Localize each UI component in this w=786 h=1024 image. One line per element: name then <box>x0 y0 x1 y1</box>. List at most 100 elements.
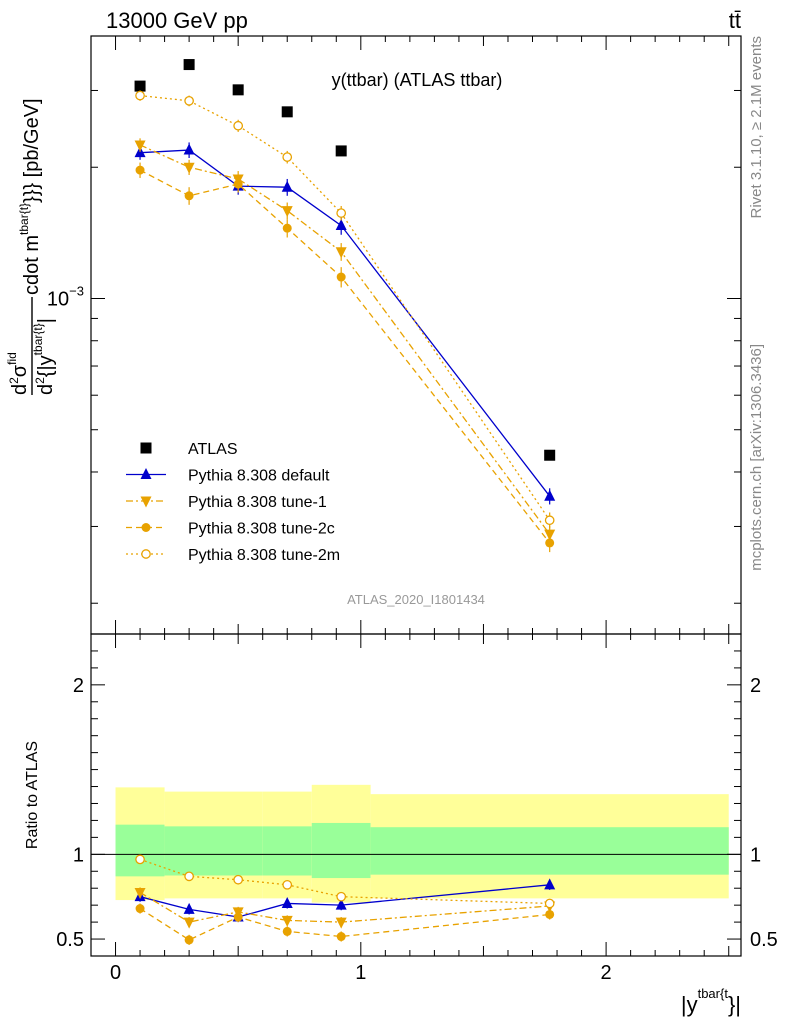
ylabel-num-d: d <box>9 384 31 395</box>
main-series-1-point <box>281 180 293 192</box>
main-series-3 <box>135 162 555 553</box>
watermark-label: ATLAS_2020_I1801434 <box>347 592 485 607</box>
main-series-0-point <box>134 80 146 92</box>
ratio-series-1-point <box>281 915 293 927</box>
legend: ATLAS Pythia 8.308 default Pythia 8.308 tu… <box>126 441 340 564</box>
xlabel-main: |y <box>681 992 698 1017</box>
ylabel-den-rest: {|y <box>35 355 57 377</box>
x-tick-labels: 0 1 2 <box>110 962 612 984</box>
main-series-4-point <box>336 208 347 218</box>
svg-text:d2σfid: d2σfid <box>5 352 31 395</box>
ratio-series-0-point <box>544 878 556 890</box>
header-right-label: tt̄ <box>729 8 741 33</box>
main-series-1-point <box>335 219 347 231</box>
main-series-3-point <box>336 272 346 282</box>
ratio-series-2-point <box>233 912 243 922</box>
main-series-4-point <box>233 120 244 131</box>
main-series-4-point <box>184 95 194 106</box>
ratio-series-1-line <box>139 891 550 923</box>
main-axis-ticks <box>91 35 741 634</box>
inner-band <box>164 826 263 876</box>
ratio-series-0-line <box>139 884 550 918</box>
ratio-series-1-point <box>183 917 195 929</box>
inner-band <box>262 826 312 876</box>
x-tick-label-0: 0 <box>110 962 121 984</box>
main-series-2-point <box>281 206 293 218</box>
ratio-y-tick-label-left-1: 1 <box>73 844 84 866</box>
ratio-series-2-point <box>545 909 555 919</box>
main-series-2-point <box>134 140 146 152</box>
inner-band <box>115 824 165 877</box>
ratio-plot-content <box>134 854 556 945</box>
svg-text:cdot mtbar{t}}}} [pb/GeV]: cdot mtbar{t}}}} [pb/GeV] <box>17 98 43 295</box>
main-series-4-point <box>135 90 145 101</box>
main-y-tick-labels: 10−210−3 <box>47 283 84 310</box>
main-series-2-point <box>335 247 347 259</box>
ylabel-num-sup: 2 <box>7 377 21 384</box>
ratio-y-tick-label-right-0: 0.5 <box>750 929 778 951</box>
ratio-y-tick-labels: 0.5 0.5 1 1 2 2 <box>56 675 778 951</box>
main-plot-content <box>134 59 556 553</box>
main-series-0-point <box>232 84 244 96</box>
main-series-3-point <box>184 191 194 201</box>
ratio-series-2-point <box>184 935 194 945</box>
ratio-series-3-point <box>336 891 347 902</box>
ratio-series-3-point <box>233 874 244 885</box>
legend-marker <box>140 496 152 508</box>
main-series-0 <box>134 59 556 461</box>
ratio-series-2-point <box>135 904 145 914</box>
main-series-0-point <box>335 145 347 157</box>
main-series-3-point <box>233 179 243 189</box>
main-series-2-line <box>139 144 551 535</box>
ratio-series-3-line <box>139 858 550 905</box>
main-series-0-point <box>544 449 556 461</box>
ratio-series-1-point <box>134 887 146 899</box>
main-series-1-point <box>183 143 195 155</box>
ratio-series-3-point <box>135 854 145 865</box>
main-title: y(ttbar) (ATLAS ttbar) <box>332 70 503 90</box>
tick-exponent: −3 <box>69 283 84 298</box>
ratio-series-2 <box>135 903 555 945</box>
ratio-series-2-point <box>282 926 292 936</box>
legend-label-4: Pythia 8.308 tune-2m <box>188 547 340 564</box>
legend-label-3: Pythia 8.308 tune-2c <box>188 521 335 538</box>
main-series-1-line <box>140 149 551 497</box>
legend-label-1: Pythia 8.308 default <box>188 468 330 485</box>
ylabel-num-fid: fid <box>5 352 19 365</box>
main-series-4-line <box>139 94 551 521</box>
legend-marker <box>141 549 151 559</box>
x-tick-label-2: 2 <box>601 962 612 984</box>
ylabel-tail: }}} [pb/GeV] <box>21 98 43 203</box>
ylabel-num-sigma: σ <box>9 364 31 377</box>
ratio-y-tick-label-left-2: 2 <box>73 675 84 697</box>
mcplots-label: mcplots.cern.ch [arXiv:1306.3436] <box>748 344 765 571</box>
legend-label-2: Pythia 8.308 tune-1 <box>188 494 327 511</box>
ratio-y-tick-label-right-1: 1 <box>750 844 761 866</box>
main-series-0-point <box>183 59 195 71</box>
legend-marker <box>140 468 152 479</box>
legend-marker <box>141 523 151 532</box>
main-series-4 <box>135 90 555 529</box>
main-series-3-line <box>139 169 551 544</box>
ratio-series-3 <box>135 854 555 909</box>
x-tick-label-1: 1 <box>355 962 366 984</box>
ylabel-den-sup: 2 <box>33 377 47 384</box>
ratio-y-axis-label: Ratio to ATLAS <box>24 741 41 849</box>
ratio-series-0-point <box>183 902 195 914</box>
ratio-axis-ticks <box>91 634 741 956</box>
ratio-frame <box>90 633 742 957</box>
ylabel-den-tbar: tbar{t} <box>31 323 45 355</box>
header-left-label: 13000 GeV pp <box>106 8 248 33</box>
ratio-y-tick-label-right-2: 2 <box>750 675 761 697</box>
main-panel: y(ttbar) (ATLAS ttbar) ATLAS_2020_I18014… <box>5 35 742 635</box>
ratio-series-3-point <box>544 898 555 909</box>
legend-marker <box>140 442 152 454</box>
svg-text:d2{|ytbar{t}|: d2{|ytbar{t}| <box>31 318 57 395</box>
ratio-series-1-point <box>335 917 347 929</box>
main-frame <box>90 35 742 635</box>
ratio-series-3-point <box>282 879 293 890</box>
ratio-series-3-point <box>184 871 194 882</box>
tick-base: 10 <box>47 288 69 310</box>
main-series-1 <box>134 142 556 505</box>
